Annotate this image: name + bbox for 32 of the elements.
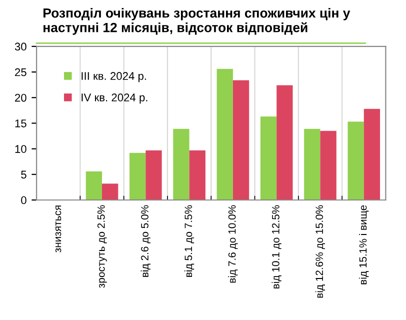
y-tick-label: 10 bbox=[15, 145, 26, 153]
bar bbox=[304, 128, 320, 200]
x-tick-label: від 10.1 до 12.5% bbox=[272, 205, 282, 288]
y-tick-label: 5 bbox=[21, 170, 26, 179]
y-tick-label: 30 bbox=[14, 42, 26, 51]
x-tick-label: знизяться bbox=[55, 206, 62, 252]
bar bbox=[102, 184, 118, 200]
x-tick-label: від 12.6% до 15.0% bbox=[315, 205, 325, 298]
bar bbox=[276, 85, 293, 200]
chart-title: Розподіл очікувань зростання споживчих цін у наступні 12 місяців, відсоток відповідей bbox=[44, 8, 350, 35]
x-tick-label: від 2.6 до 5.0% bbox=[140, 205, 150, 277]
bar bbox=[232, 80, 250, 200]
bar bbox=[146, 150, 162, 200]
bar bbox=[348, 122, 364, 200]
y-tick-label: 15 bbox=[15, 120, 26, 128]
x-tick-label: від 15.1% і вище bbox=[359, 205, 369, 284]
bar bbox=[260, 116, 277, 200]
bar bbox=[130, 152, 146, 200]
y-tick-label: 20 bbox=[15, 94, 26, 102]
bar bbox=[173, 128, 190, 200]
x-tick-label: зростуть до 2.5% bbox=[97, 205, 107, 288]
x-tick-label: від 5.1 до 7.5% bbox=[184, 205, 194, 277]
bar bbox=[86, 171, 102, 200]
x-tick-label: від 7.6 до 10.0% bbox=[228, 205, 238, 283]
bar bbox=[364, 108, 380, 200]
y-tick-label: 0 bbox=[21, 196, 26, 204]
legend-label: IV кв. 2024 р. bbox=[82, 94, 148, 104]
y-tick-label: 25 bbox=[15, 68, 26, 76]
bar bbox=[320, 130, 336, 200]
legend-label: III кв. 2024 р. bbox=[82, 72, 146, 82]
bar bbox=[189, 150, 206, 200]
bar bbox=[216, 68, 233, 200]
